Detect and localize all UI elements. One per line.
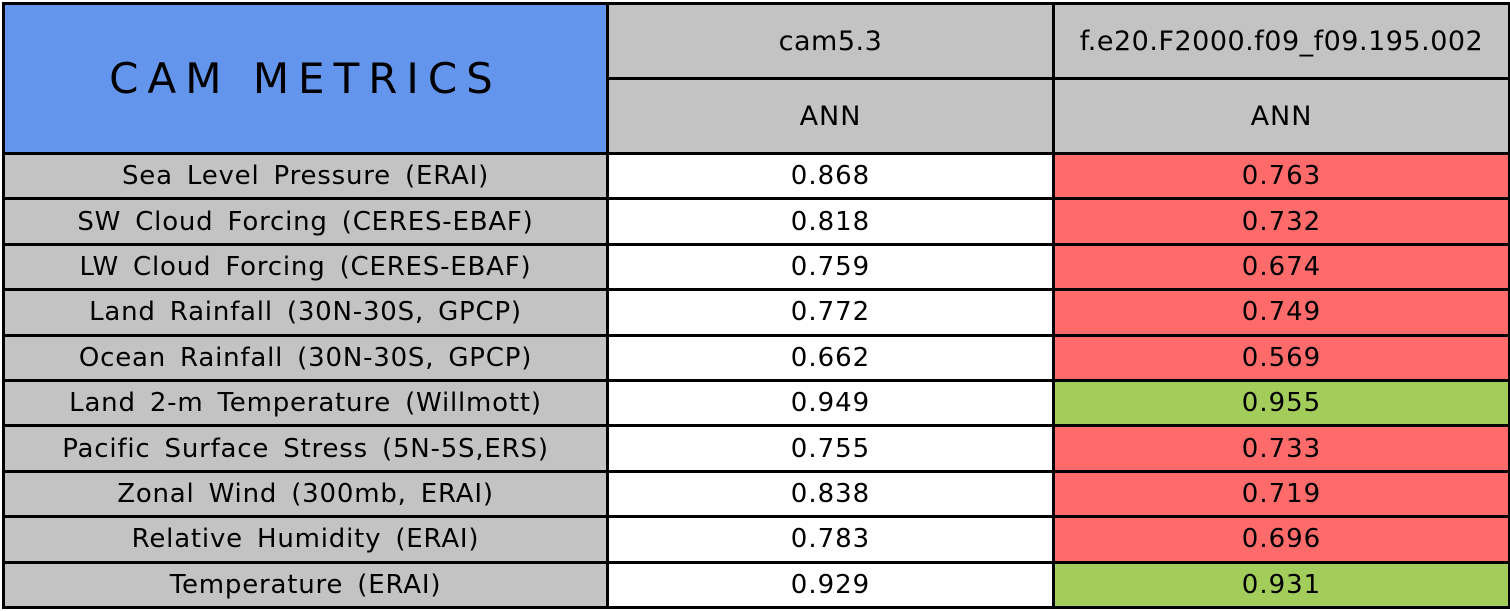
table-row: Zonal Wind (300mb, ERAI) 0.838 0.719	[2, 469, 1510, 519]
baseline-value: 0.949	[606, 378, 1055, 428]
test-value: 0.763	[1052, 151, 1510, 201]
table-title: CAM METRICS	[2, 2, 609, 155]
baseline-value: 0.772	[606, 288, 1055, 337]
metric-label: SW Cloud Forcing (CERES-EBAF)	[2, 197, 609, 246]
metric-label: Zonal Wind (300mb, ERAI)	[2, 469, 609, 519]
metric-label: Ocean Rainfall (30N-30S, GPCP)	[2, 333, 609, 382]
baseline-value: 0.783	[606, 515, 1055, 564]
baseline-value: 0.818	[606, 197, 1055, 246]
subheader-season-baseline: ANN	[606, 77, 1055, 155]
test-value: 0.569	[1052, 333, 1510, 382]
metric-label: Pacific Surface Stress (5N-5S,ERS)	[2, 424, 609, 473]
test-value: 0.931	[1052, 560, 1510, 610]
header-row-models: CAM METRICS cam5.3 f.e20.F2000.f09_f09.1…	[2, 2, 1510, 155]
baseline-value: 0.929	[606, 560, 1055, 610]
baseline-value: 0.868	[606, 151, 1055, 201]
table-row: Temperature (ERAI) 0.929 0.931	[2, 560, 1510, 610]
header-row-seasons: ANN ANN	[4, 77, 1510, 155]
column-header-baseline-model: cam5.3	[606, 2, 1055, 80]
column-header-test-model: f.e20.F2000.f09_f09.195.002	[1052, 2, 1510, 80]
baseline-value: 0.755	[606, 424, 1055, 473]
test-value: 0.732	[1052, 197, 1510, 246]
metric-label: LW Cloud Forcing (CERES-EBAF)	[2, 242, 609, 292]
metric-label: Land Rainfall (30N-30S, GPCP)	[2, 288, 609, 337]
metric-label: Sea Level Pressure (ERAI)	[2, 151, 609, 201]
table-row: LW Cloud Forcing (CERES-EBAF) 0.759 0.67…	[2, 242, 1510, 292]
metric-label: Temperature (ERAI)	[2, 560, 609, 610]
metric-label: Relative Humidity (ERAI)	[2, 515, 609, 564]
test-value: 0.674	[1052, 242, 1510, 292]
table-row: Ocean Rainfall (30N-30S, GPCP) 0.662 0.5…	[2, 333, 1510, 382]
test-value: 0.733	[1052, 424, 1510, 473]
metric-label: Land 2-m Temperature (Willmott)	[2, 378, 609, 428]
table-row: Land Rainfall (30N-30S, GPCP) 0.772 0.74…	[2, 288, 1510, 337]
baseline-value: 0.662	[606, 333, 1055, 382]
table-row: Sea Level Pressure (ERAI) 0.868 0.763	[2, 151, 1510, 201]
baseline-value: 0.759	[606, 242, 1055, 292]
table-row: Pacific Surface Stress (5N-5S,ERS) 0.755…	[2, 424, 1510, 473]
test-value: 0.719	[1052, 469, 1510, 519]
baseline-value: 0.838	[606, 469, 1055, 519]
test-value: 0.749	[1052, 288, 1510, 337]
test-value: 0.955	[1052, 378, 1510, 428]
test-value: 0.696	[1052, 515, 1510, 564]
table-row: Land 2-m Temperature (Willmott) 0.949 0.…	[2, 378, 1510, 428]
subheader-season-test: ANN	[1052, 77, 1510, 155]
table-row: Relative Humidity (ERAI) 0.783 0.696	[2, 515, 1510, 564]
table-row: SW Cloud Forcing (CERES-EBAF) 0.818 0.73…	[2, 197, 1510, 246]
